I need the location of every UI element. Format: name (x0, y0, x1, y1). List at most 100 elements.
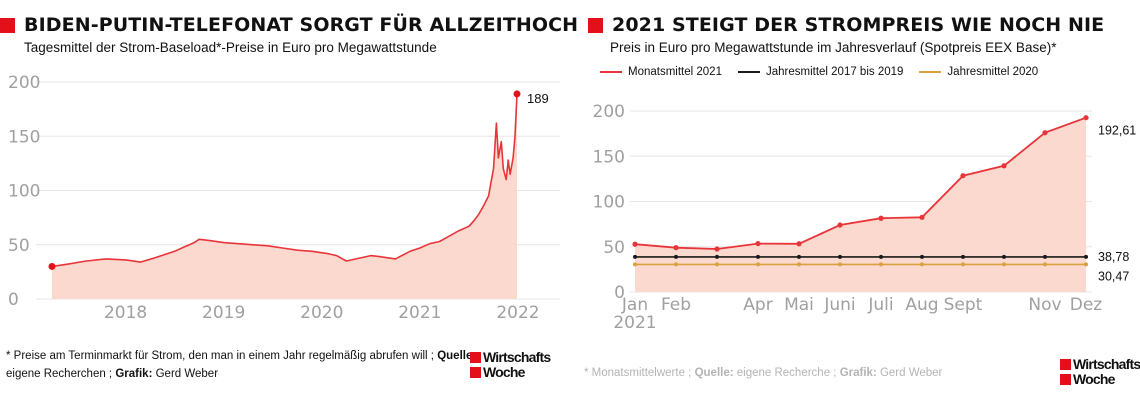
legend-item-2020: Jahresmittel 2020 (919, 66, 1038, 78)
y-tick-label: 0 (8, 290, 19, 310)
y-tick-label: 150 (593, 147, 625, 167)
legend-swatch (919, 71, 942, 73)
x-tick-label: Juli (867, 295, 893, 315)
data-point (632, 241, 638, 247)
data-point (1083, 115, 1089, 121)
left-chart-title: BIDEN-PUTIN-TELEFONAT SORGT FÜR ALLZEITH… (24, 14, 579, 36)
left-graphic-value: Gerd Weber (155, 368, 219, 380)
x-tick-label: 2018 (104, 303, 147, 323)
right-footnote: * Monatsmittelwerte ; Quelle: eigene Rec… (584, 364, 942, 382)
legend-label: Jahresmittel 2020 (947, 66, 1039, 78)
x-tick-label: Juni (823, 295, 855, 315)
left-source-label: Quelle: (437, 350, 477, 362)
data-point (756, 254, 760, 259)
end-value-label: 189 (527, 91, 549, 106)
x-tick-label: Jan (621, 295, 648, 315)
right-wiwo-logo: Wirtschafts Woche (1060, 357, 1140, 387)
data-point (633, 262, 637, 267)
y-tick-label: 100 (8, 182, 40, 202)
data-point (715, 262, 719, 267)
data-point (878, 215, 884, 221)
logo-line2: Woche (483, 364, 525, 380)
data-point (674, 254, 678, 259)
x-tick-label: Feb (661, 295, 691, 315)
x-tick-year: 2021 (613, 313, 656, 333)
left-wiwo-logo: Wirtschafts Woche (470, 350, 551, 380)
legend-item-2021: Monatsmittel 2021 (600, 66, 722, 78)
left-chart-header: BIDEN-PUTIN-TELEFONAT SORGT FÜR ALLZEITH… (0, 14, 578, 36)
data-point (715, 254, 719, 259)
right-chart-legend: Monatsmittel 2021 Jahresmittel 2017 bis … (600, 66, 1054, 78)
logo-square-icon (470, 352, 481, 363)
series-line (634, 116, 1087, 250)
logo-square-icon (1060, 359, 1071, 370)
data-point (919, 214, 925, 220)
data-point (756, 262, 760, 267)
legend-item-2017-2019: Jahresmittel 2017 bis 2019 (737, 66, 904, 78)
data-point (920, 254, 924, 259)
end-label-2017-2019: 38,78 (1098, 250, 1129, 264)
x-tick-label: Sept (944, 295, 983, 315)
right-chart-subtitle: Preis in Euro pro Megawattstunde im Jahr… (610, 40, 1057, 55)
x-tick-label: Apr (743, 295, 772, 315)
right-chart-title: 2021 STEIGT DER STROMPREIS WIE NOCH NIE (612, 14, 1105, 36)
data-point (633, 254, 637, 259)
data-point (1084, 262, 1088, 267)
end-point (513, 90, 521, 98)
data-point (961, 254, 965, 259)
area-fill (52, 93, 517, 300)
legend-swatch (737, 71, 760, 73)
data-point (1002, 262, 1006, 267)
legend-label: Monatsmittel 2021 (628, 66, 722, 78)
right-chart-header: 2021 STEIGT DER STROMPREIS WIE NOCH NIE (588, 14, 1104, 36)
y-tick-label: 100 (593, 193, 625, 213)
data-point (960, 173, 966, 179)
data-point (961, 262, 965, 267)
start-point (48, 262, 56, 270)
right-title-square (588, 17, 603, 33)
data-point (838, 262, 842, 267)
data-point (920, 262, 924, 267)
y-tick-label: 200 (8, 73, 40, 93)
right-footnote-text: * Monatsmittelwerte ; (584, 367, 695, 379)
left-chart-panel: BIDEN-PUTIN-TELEFONAT SORGT FÜR ALLZEITH… (0, 14, 578, 380)
logo-square-icon (470, 367, 481, 378)
right-source-label: Quelle: (694, 367, 734, 379)
right-chart-svg: 0 50 100 150 200 Jan Feb Apr Mai Juni Juli Aug Sept N… (593, 102, 1137, 333)
end-label-2021: 192,61 (1098, 124, 1136, 138)
right-source-value: eigene Recherche ; (733, 367, 840, 379)
data-point (879, 254, 883, 259)
data-point (1084, 254, 1088, 259)
x-tick-label: 2020 (300, 303, 343, 323)
left-title-square (0, 17, 15, 33)
x-tick-label: 2021 (398, 303, 441, 323)
right-graphic-value: Gerd Weber (876, 367, 943, 379)
data-point (879, 262, 883, 267)
left-graphic-label: Grafik: (115, 368, 153, 380)
data-point (796, 241, 802, 247)
data-point (838, 254, 842, 259)
y-tick-label: 50 (603, 238, 625, 258)
price-line (51, 93, 518, 268)
logo-line1: Wirtschafts (1073, 356, 1140, 372)
left-chart-subtitle: Tagesmittel der Strom-Baseload*-Preise i… (24, 40, 437, 55)
x-tick-label: 2019 (202, 303, 245, 323)
right-chart-panel: 2021 STEIGT DER STROMPREIS WIE NOCH NIE … (570, 0, 1140, 400)
data-point (797, 262, 801, 267)
y-tick-label: 150 (8, 127, 40, 147)
data-point (674, 262, 678, 267)
x-tick-label: Aug (905, 295, 938, 315)
data-point (1042, 130, 1048, 136)
data-point (837, 222, 843, 228)
right-graphic-label: Grafik: (839, 367, 877, 379)
y-tick-label: 50 (8, 236, 30, 256)
legend-label: Jahresmittel 2017 bis 2019 (765, 66, 904, 78)
y-tick-label: 0 (614, 283, 625, 303)
data-point (714, 246, 720, 252)
area-fill (635, 117, 1086, 292)
left-chart-svg: 0 50 100 150 200 2018 2019 2020 2021 2022 189 (8, 73, 560, 323)
end-label-2020: 30,47 (1098, 269, 1129, 283)
left-footnote-text: * Preise am Terminmarkt für Strom, den m… (6, 350, 438, 362)
x-tick-label: 2022 (496, 303, 539, 323)
legend-swatch (600, 71, 622, 73)
